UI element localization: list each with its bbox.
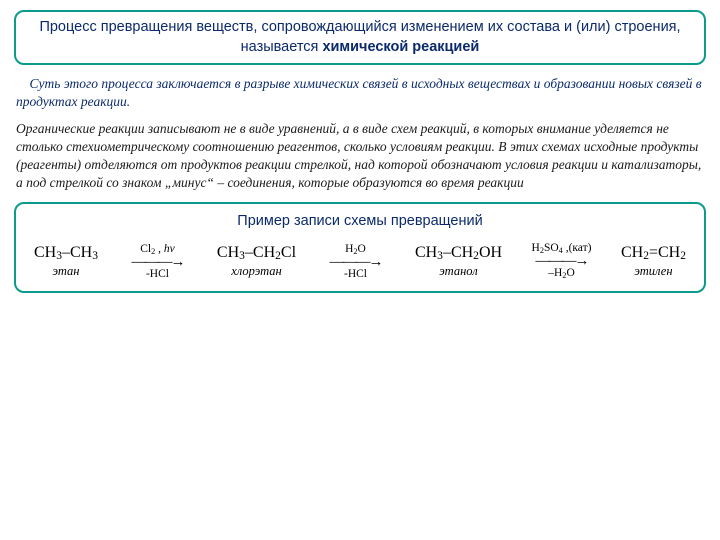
- mol-ethane: CH3–CH3 этан: [34, 244, 98, 278]
- essence-text: Суть этого процесса заключается в разрыв…: [16, 76, 702, 109]
- definition-heading: Процесс превращения веществ, сопровождаю…: [28, 18, 692, 57]
- definition-term: химической реакцией: [322, 39, 479, 55]
- label-ethylene: этилен: [634, 265, 672, 279]
- explanation-paragraph: Органические реакции записывают не в вид…: [16, 120, 704, 193]
- arrow-2: H2O ———→ -HCl: [325, 243, 385, 281]
- label-ethanol: этанол: [439, 265, 477, 279]
- reaction-scheme: CH3–CH3 этан Cl2 , hv ———→ -HCl CH3–CH2C…: [28, 240, 692, 285]
- arrow-3: H2SO4 ,(кат) ———→ –H2O: [532, 242, 592, 281]
- mol-ethylene: CH2=CH2 этилен: [621, 244, 686, 278]
- formula-ethanol: CH3–CH2OH: [415, 244, 502, 263]
- mol-ethanol: CH3–CH2OH этанол: [415, 244, 502, 278]
- label-chloroethane: хлорэтан: [231, 265, 281, 279]
- arrow-1-under: -HCl: [146, 268, 169, 280]
- formula-chloroethane: CH3–CH2Cl: [217, 244, 296, 263]
- arrow-3-under: –H2O: [548, 267, 575, 281]
- arrow-1: Cl2 , hv ———→ -HCl: [127, 243, 187, 281]
- formula-ethylene: CH2=CH2: [621, 244, 686, 263]
- example-box: Пример записи схемы превращений CH3–CH3 …: [14, 202, 706, 293]
- essence-paragraph: Суть этого процесса заключается в разрыв…: [16, 75, 704, 111]
- label-ethane: этан: [53, 265, 80, 279]
- example-title: Пример записи схемы превращений: [28, 212, 692, 232]
- arrow-2-under: -HCl: [344, 268, 367, 280]
- mol-chloroethane: CH3–CH2Cl хлорэтан: [217, 244, 296, 278]
- formula-ethane: CH3–CH3: [34, 244, 98, 263]
- definition-box: Процесс превращения веществ, сопровождаю…: [14, 10, 706, 65]
